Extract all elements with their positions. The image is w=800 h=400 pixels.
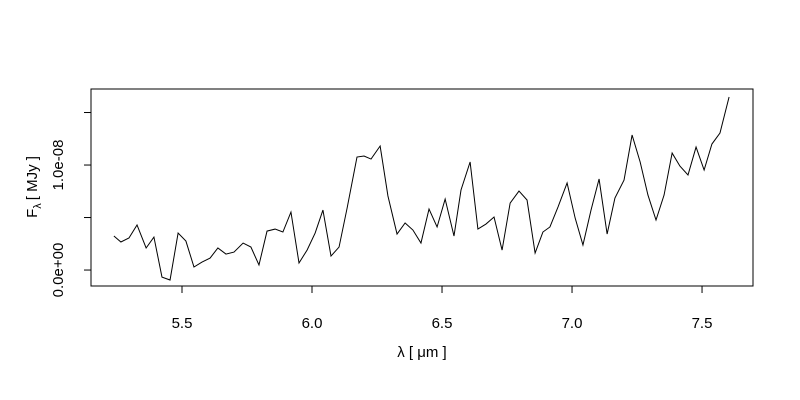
x-tick-label: 7.5	[692, 315, 713, 332]
y-title-sub: λ	[32, 203, 44, 209]
x-tick-label: 6.5	[432, 315, 453, 332]
y-title-main: F	[24, 209, 41, 218]
plot-box	[90, 88, 754, 287]
y-tick-label: 1.0e-08	[50, 140, 67, 191]
x-tick-label: 7.0	[562, 315, 583, 332]
x-tick-label: 6.0	[302, 315, 323, 332]
y-title-unit: [ MJy ]	[24, 156, 41, 200]
y-tick-label: 0.0e+00	[50, 243, 67, 298]
data-line	[113, 96, 730, 281]
y-axis-title: Fλ [ MJy ]	[24, 156, 44, 218]
x-tick-label: 5.5	[172, 315, 193, 332]
x-axis-title: λ [ μm ]	[397, 344, 446, 361]
